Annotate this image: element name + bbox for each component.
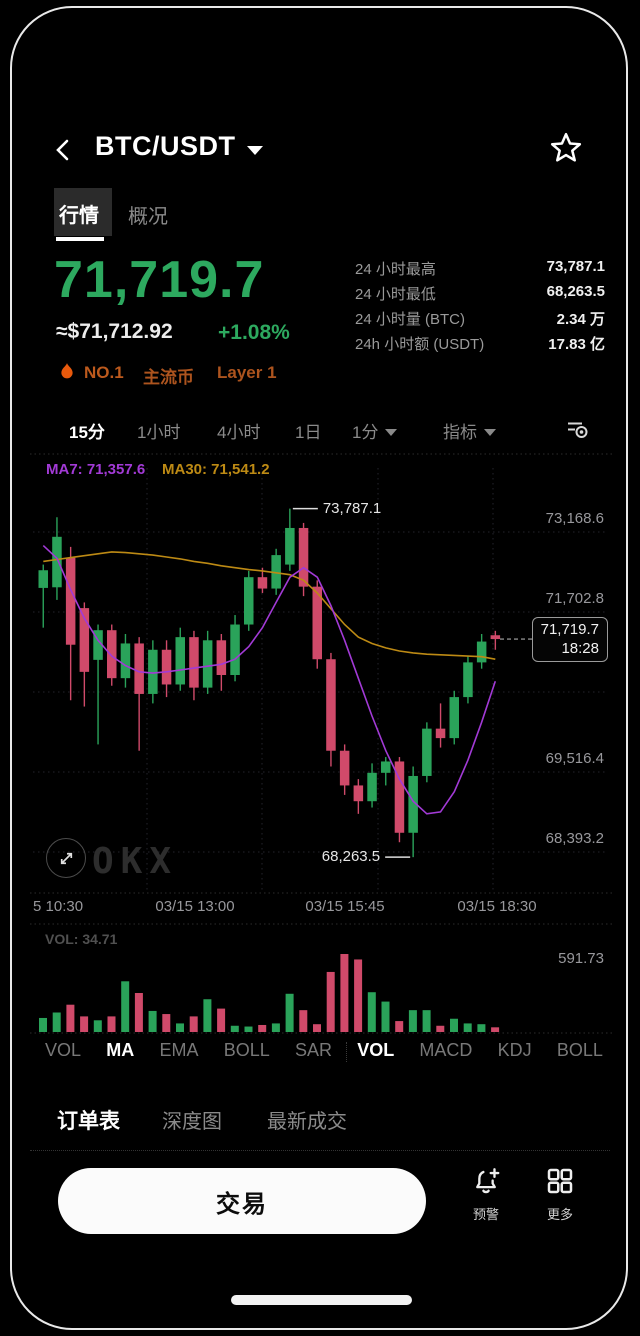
fiat-price: ≈$71,712.92 bbox=[56, 320, 173, 343]
back-button[interactable] bbox=[50, 136, 78, 164]
candles-group bbox=[38, 508, 501, 858]
tab-market[interactable]: 行情 bbox=[59, 205, 99, 227]
stat-row: 24 小时最高 73,787.1 bbox=[355, 258, 605, 283]
ma30-line bbox=[43, 551, 496, 660]
tab-active-underline bbox=[56, 237, 104, 241]
timeframe-dropdown[interactable]: 1分 bbox=[352, 418, 398, 443]
indicator-group-divider bbox=[346, 1042, 347, 1062]
current-price-badge: 71,719.7 18:28 bbox=[531, 617, 608, 663]
okx-watermark: OKX bbox=[92, 841, 179, 882]
diagonal-arrows-icon bbox=[60, 852, 72, 864]
indicator-kdj[interactable]: KDJ bbox=[497, 1040, 532, 1060]
current-price-value: 71,719.7 bbox=[540, 621, 599, 639]
grid-more-icon bbox=[547, 1168, 573, 1194]
gridlines-group bbox=[30, 453, 612, 1034]
x-tick-label: 03/15 18:30 bbox=[457, 898, 537, 915]
page-title[interactable]: BTC/USDT bbox=[95, 131, 236, 161]
tab-order-book[interactable]: 订单表 bbox=[57, 1110, 120, 1133]
tab-latest-trades[interactable]: 最新成交 bbox=[267, 1111, 347, 1133]
timeframe-4h[interactable]: 4小时 bbox=[217, 423, 261, 442]
stat-row: 24h 小时额 (USDT) 17.83 亿 bbox=[355, 333, 605, 358]
y-tick-label: 69,516.4 bbox=[545, 750, 604, 767]
y-tick-label: 68,393.2 bbox=[545, 830, 604, 847]
flame-icon bbox=[61, 363, 73, 379]
alert-label: 预警 bbox=[472, 1207, 499, 1222]
chevron-down-icon bbox=[484, 429, 496, 436]
more-label: 更多 bbox=[546, 1207, 573, 1222]
layer1-badge[interactable]: Layer 1 bbox=[217, 363, 277, 382]
home-indicator[interactable] bbox=[231, 1295, 412, 1305]
stat-value: 17.83 亿 bbox=[548, 336, 605, 353]
indicator-boll[interactable]: BOLL bbox=[223, 1040, 270, 1060]
stat-label: 24 小时量 (BTC) bbox=[355, 311, 466, 328]
indicator-dropdown[interactable]: 指标 bbox=[443, 418, 496, 443]
indicator-sar[interactable]: SAR bbox=[294, 1040, 332, 1060]
current-price-time: 18:28 bbox=[561, 640, 599, 658]
stats-block: 24 小时最高 73,787.1 24 小时最低 68,263.5 24 小时量… bbox=[355, 258, 605, 358]
volume-current-label: VOL: 34.71 bbox=[45, 931, 118, 947]
indicator-ema[interactable]: EMA bbox=[159, 1040, 199, 1060]
x-tick-label: 03/15 15:45 bbox=[305, 898, 385, 915]
stat-label: 24h 小时额 (USDT) bbox=[355, 336, 485, 353]
ma7-legend: MA7: 71,357.6 bbox=[46, 461, 146, 478]
favorite-star-icon[interactable] bbox=[548, 130, 584, 166]
indicator-tab-row: VOL MA EMA BOLL SAR VOL MACD KDJ BOLL bbox=[45, 1040, 603, 1061]
tab-overview[interactable]: 概况 bbox=[128, 206, 168, 228]
mainstream-badge[interactable]: 主流币 bbox=[143, 368, 194, 387]
y-tick-label: 71,702.8 bbox=[545, 590, 604, 607]
rank-badge[interactable]: NO.1 bbox=[84, 363, 124, 382]
trade-button[interactable]: 交易 bbox=[58, 1168, 426, 1234]
tab-market-highlight bbox=[54, 188, 112, 236]
trade-button-label: 交易 bbox=[216, 1190, 268, 1218]
indicator-dropdown-label: 指标 bbox=[443, 423, 477, 442]
low-annotation: 68,263.5 bbox=[321, 848, 381, 866]
section-divider bbox=[30, 1150, 610, 1151]
chart-settings-icon[interactable] bbox=[565, 420, 591, 440]
indicator-vol-main[interactable]: VOL bbox=[45, 1040, 82, 1060]
timeframe-1h[interactable]: 1小时 bbox=[137, 423, 181, 442]
pair-dropdown-caret-icon[interactable] bbox=[247, 146, 263, 155]
stat-value: 68,263.5 bbox=[546, 283, 605, 300]
bell-plus-icon bbox=[476, 1168, 500, 1194]
indicator-vol-sub[interactable]: VOL bbox=[357, 1040, 395, 1060]
stat-value: 73,787.1 bbox=[546, 258, 605, 275]
y-tick-label: 73,168.6 bbox=[545, 510, 604, 527]
timeframe-15m[interactable]: 15分 bbox=[69, 423, 105, 442]
tab-depth-chart[interactable]: 深度图 bbox=[162, 1111, 222, 1133]
x-tick-label: 5 10:30 bbox=[33, 898, 84, 915]
stat-label: 24 小时最低 bbox=[355, 286, 436, 303]
volume-scale-max: 591.73 bbox=[558, 950, 604, 967]
ma30-legend: MA30: 71,541.2 bbox=[162, 461, 270, 478]
indicator-boll-sub[interactable]: BOLL bbox=[556, 1040, 603, 1060]
stat-value: 2.34 万 bbox=[556, 311, 605, 328]
x-tick-label: 03/15 13:00 bbox=[155, 898, 235, 915]
stat-row: 24 小时最低 68,263.5 bbox=[355, 283, 605, 308]
last-price: 71,719.7 bbox=[54, 251, 265, 309]
indicator-ma[interactable]: MA bbox=[106, 1040, 135, 1060]
alert-button[interactable]: 预警 bbox=[450, 1166, 522, 1223]
chevron-down-icon bbox=[385, 429, 398, 436]
more-button[interactable]: 更多 bbox=[524, 1166, 596, 1223]
timeframe-1d[interactable]: 1日 bbox=[295, 423, 322, 442]
stat-label: 24 小时最高 bbox=[355, 261, 436, 278]
volume-bars-group bbox=[39, 954, 500, 1032]
timeframe-dropdown-label: 1分 bbox=[352, 423, 379, 442]
indicator-macd[interactable]: MACD bbox=[419, 1040, 473, 1060]
price-change: +1.08% bbox=[218, 321, 290, 344]
stat-row: 24 小时量 (BTC) 2.34 万 bbox=[355, 308, 605, 333]
high-annotation: 73,787.1 bbox=[322, 499, 382, 517]
ma7-line bbox=[42, 545, 497, 815]
fullscreen-expand-icon[interactable] bbox=[46, 838, 86, 878]
